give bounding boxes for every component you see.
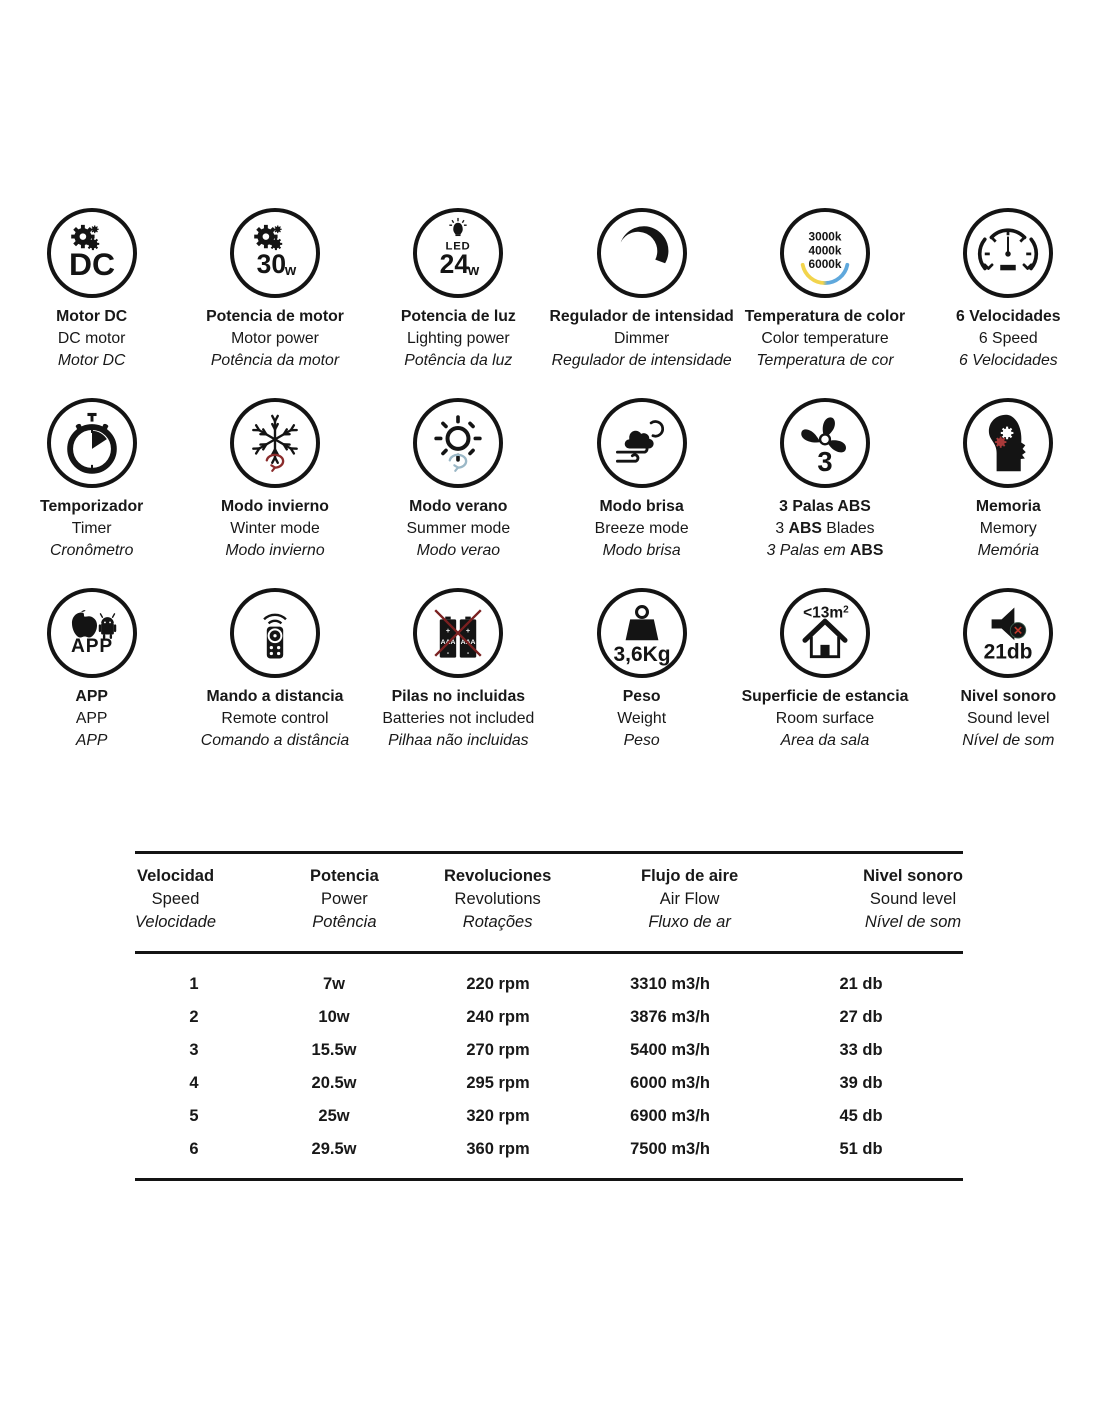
svg-text:DC: DC — [69, 246, 115, 282]
svg-text:3000k: 3000k — [809, 230, 842, 244]
svg-text:APP: APP — [71, 636, 113, 657]
svg-text:4000k: 4000k — [809, 243, 842, 257]
svg-text:6000k: 6000k — [809, 257, 842, 271]
svg-text:3: 3 — [817, 446, 832, 477]
svg-text:<13m2: <13m2 — [803, 604, 849, 621]
svg-text:w: w — [467, 263, 480, 279]
svg-text:3,6Kg: 3,6Kg — [613, 643, 670, 666]
svg-text:w: w — [284, 263, 297, 279]
svg-text:30: 30 — [257, 249, 286, 279]
svg-text:+: + — [446, 626, 450, 635]
svg-text:21db: 21db — [984, 641, 1033, 664]
svg-text:24: 24 — [440, 249, 470, 279]
svg-text:+: + — [466, 626, 470, 635]
